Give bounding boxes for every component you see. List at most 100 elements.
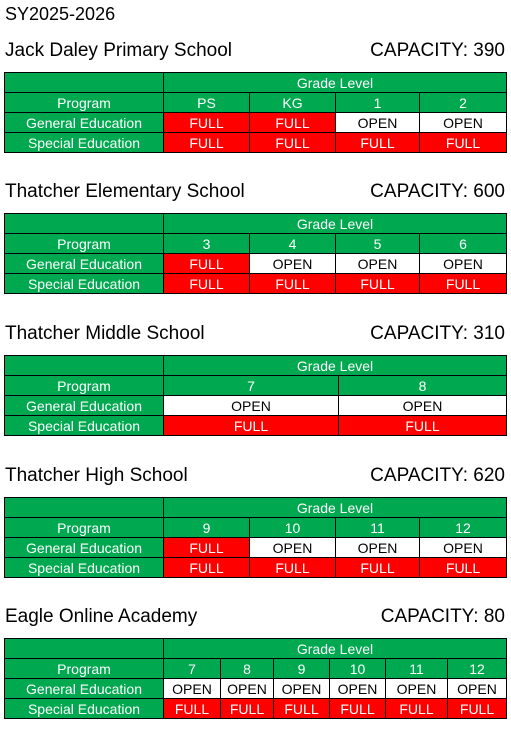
status-cell: FULL <box>249 557 336 578</box>
empty-header-cell <box>4 638 164 659</box>
school-section: Thatcher High School CAPACITY: 620 Grade L… <box>0 464 511 606</box>
empty-header-cell <box>4 213 164 234</box>
school-capacity: CAPACITY: 80 <box>380 606 505 627</box>
program-name: General Education <box>4 678 164 699</box>
program-row: General Education FULL FULL OPEN OPEN <box>4 112 508 133</box>
school-header: Eagle Online Academy CAPACITY: 80 <box>5 605 505 629</box>
status-cell: FULL <box>249 132 336 153</box>
grade-level-row: Grade Level <box>4 355 507 376</box>
status-cell: OPEN <box>446 678 508 699</box>
grade-level-header: Grade Level <box>162 213 508 234</box>
school-name: Thatcher Elementary School <box>5 181 245 202</box>
program-name: General Education <box>4 112 164 133</box>
status-cell: OPEN <box>418 112 508 133</box>
school-section: Thatcher Middle School CAPACITY: 310 Grade… <box>0 322 511 464</box>
status-cell: FULL <box>163 537 250 558</box>
grade-header-cell: 1 <box>335 92 420 113</box>
grade-header-cell: KG <box>249 92 336 113</box>
grades-header-row: Program 7 8 <box>4 375 507 396</box>
grade-level-row: Grade Level <box>4 72 508 93</box>
program-row: General Education OPEN OPEN OPEN OPEN OPEN OPE… <box>4 678 508 699</box>
status-cell: FULL <box>418 557 508 578</box>
status-cell: FULL <box>335 557 420 578</box>
enrollment-table: Grade Level Program 7 8 9 10 11 12 General Educa… <box>4 638 508 719</box>
status-cell: FULL <box>335 273 420 294</box>
status-cell: OPEN <box>385 678 448 699</box>
grade-level-header: Grade Level <box>162 497 508 518</box>
status-cell: OPEN <box>335 112 420 133</box>
school-capacity: CAPACITY: 620 <box>370 465 505 486</box>
status-cell: OPEN <box>249 537 336 558</box>
program-row: Special Education FULL FULL <box>4 415 507 436</box>
grade-level-header: Grade Level <box>163 355 507 376</box>
program-header: Program <box>4 375 164 396</box>
grade-level-row: Grade Level <box>4 213 508 234</box>
status-cell: OPEN <box>329 678 386 699</box>
grade-level-row: Grade Level <box>4 638 508 659</box>
grade-header-cell: 11 <box>335 517 420 538</box>
grades-header-row: Program 3 4 5 6 <box>4 233 508 254</box>
status-cell: OPEN <box>335 253 420 274</box>
program-header: Program <box>4 92 164 113</box>
grade-header-cell: 7 <box>163 658 221 679</box>
empty-header-cell <box>4 72 164 93</box>
status-cell: OPEN <box>418 253 508 274</box>
school-name: Eagle Online Academy <box>5 606 198 627</box>
school-header: Thatcher High School CAPACITY: 620 <box>5 464 505 488</box>
grade-header-cell: 8 <box>220 658 274 679</box>
grade-header-cell: 9 <box>163 517 250 538</box>
school-capacity: CAPACITY: 390 <box>370 40 505 61</box>
school-header: Thatcher Elementary School CAPACITY: 600 <box>5 180 505 204</box>
status-cell: OPEN <box>249 253 336 274</box>
status-cell: FULL <box>249 112 336 133</box>
school-section: Eagle Online Academy CAPACITY: 80 Grade Le… <box>0 605 511 747</box>
status-cell: OPEN <box>220 678 274 699</box>
status-cell: FULL <box>418 132 508 153</box>
status-cell: OPEN <box>335 537 420 558</box>
grade-header-cell: 12 <box>446 658 508 679</box>
school-name: Thatcher High School <box>5 465 188 486</box>
program-row: General Education FULL OPEN OPEN OPEN <box>4 537 508 558</box>
program-row: Special Education FULL FULL FULL FULL <box>4 557 508 578</box>
grade-header-cell: 8 <box>338 375 507 396</box>
program-header: Program <box>4 233 164 254</box>
grade-header-cell: 4 <box>249 233 336 254</box>
school-capacity: CAPACITY: 310 <box>370 323 505 344</box>
status-cell: FULL <box>163 557 250 578</box>
program-row: Special Education FULL FULL FULL FULL <box>4 273 508 294</box>
program-header: Program <box>4 517 164 538</box>
status-cell: FULL <box>329 698 386 719</box>
status-cell: FULL <box>335 132 420 153</box>
program-row: General Education FULL OPEN OPEN OPEN <box>4 253 508 274</box>
status-cell: OPEN <box>163 678 221 699</box>
program-row: Special Education FULL FULL FULL FULL <box>4 132 508 153</box>
status-cell: OPEN <box>273 678 330 699</box>
grade-level-row: Grade Level <box>4 497 508 518</box>
program-row: Special Education FULL FULL FULL FULL FULL FUL… <box>4 698 508 719</box>
school-header: Jack Daley Primary School CAPACITY: 390 <box>5 39 505 63</box>
status-cell: OPEN <box>163 395 339 416</box>
status-cell: FULL <box>163 253 250 274</box>
program-name: Special Education <box>4 273 164 294</box>
school-name: Jack Daley Primary School <box>5 40 233 61</box>
program-name: General Education <box>4 395 164 416</box>
grade-header-cell: 5 <box>335 233 420 254</box>
grade-header-cell: 12 <box>418 517 508 538</box>
status-cell: FULL <box>338 415 507 436</box>
program-name: Special Education <box>4 132 164 153</box>
status-cell: FULL <box>418 273 508 294</box>
status-cell: FULL <box>220 698 274 719</box>
grade-header-cell: 2 <box>418 92 508 113</box>
status-cell: FULL <box>163 415 339 436</box>
grade-header-cell: PS <box>163 92 250 113</box>
school-section: Jack Daley Primary School CAPACITY: 390 Gr… <box>0 39 511 181</box>
status-cell: FULL <box>163 112 250 133</box>
empty-header-cell <box>4 355 164 376</box>
enrollment-table: Grade Level Program 3 4 5 6 General Education F… <box>4 213 508 294</box>
enrollment-table: Grade Level Program 7 8 General Education OPE… <box>4 355 507 436</box>
program-row: General Education OPEN OPEN <box>4 395 507 416</box>
grades-header-row: Program 9 10 11 12 <box>4 517 508 538</box>
enrollment-table: Grade Level Program 9 10 11 12 General Educati… <box>4 497 508 578</box>
status-cell: FULL <box>446 698 508 719</box>
program-name: Special Education <box>4 698 164 719</box>
